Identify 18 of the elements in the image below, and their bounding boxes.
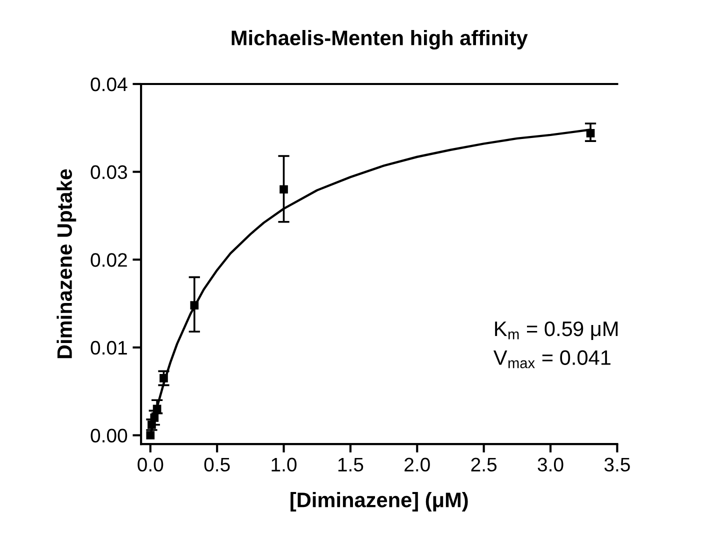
- y-tick-label: 0.00: [90, 428, 128, 443]
- y-tick-label: 0.03: [90, 165, 128, 180]
- x-tick-label: 2.0: [404, 458, 430, 472]
- y-tick-label: 0.01: [90, 340, 127, 355]
- x-tick-label: 2.5: [471, 458, 497, 472]
- x-tick-label: 0.0: [138, 458, 164, 472]
- x-tick-label: 3.0: [538, 458, 564, 472]
- x-tick-label: 1.5: [338, 458, 364, 472]
- y-tick-label: 0.02: [90, 253, 127, 267]
- y-axis-title: Diminazene Uptake: [56, 169, 76, 358]
- x-tick-label: 3.5: [604, 458, 630, 472]
- x-axis-title: [Diminazene] (μM): [290, 492, 468, 512]
- chart-title: Michaelis-Menten high affinity: [232, 30, 528, 50]
- annotation: K$_{m}$ = 0.59 μM: [495, 321, 618, 340]
- x-tick-label: 1.0: [272, 458, 297, 472]
- x-tick-label: 0.5: [204, 458, 230, 472]
- annotation: V$_{max}$ = 0.041: [493, 350, 610, 368]
- y-tick-label: 0.04: [90, 77, 128, 92]
